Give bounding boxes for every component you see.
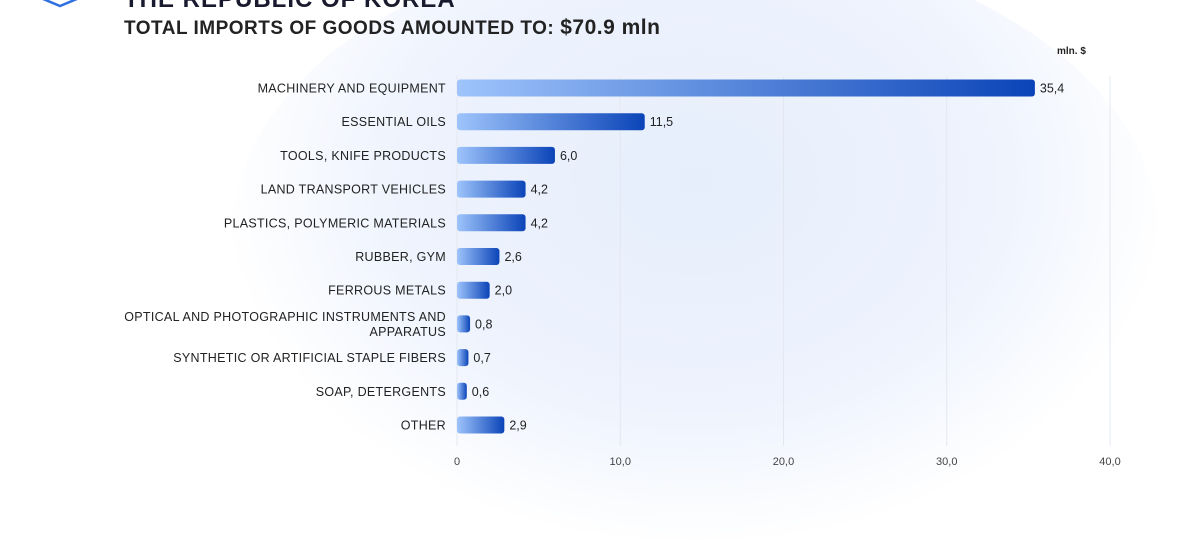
bar: [457, 214, 526, 232]
value-label: 2,6: [504, 250, 521, 264]
value-label: 0,7: [473, 351, 490, 365]
category-label: OPTICAL AND PHOTOGRAPHIC INSTRUMENTS AND…: [124, 310, 446, 339]
value-label: 11,5: [650, 115, 673, 129]
category-label-line: ESSENTIAL OILS: [342, 115, 446, 129]
category-label: RUBBER, GYM: [355, 250, 446, 264]
category-label: LAND TRANSPORT VEHICLES: [261, 183, 446, 197]
category-label-line: OPTICAL AND PHOTOGRAPHIC INSTRUMENTS AND: [124, 310, 446, 324]
category-label-line: RUBBER, GYM: [355, 250, 446, 264]
x-tick-label: 30,0: [936, 456, 957, 468]
value-label: 4,2: [531, 216, 548, 230]
category-label: SOAP, DETERGENTS: [316, 385, 446, 399]
category-label: OTHER: [401, 419, 446, 433]
bar-chart: MACHINERY AND EQUIPMENT ESSENTIAL OILS TOO…: [124, 76, 1121, 468]
category-labels: MACHINERY AND EQUIPMENT ESSENTIAL OILS TOO…: [124, 82, 446, 433]
x-tick-label: 0: [454, 456, 460, 468]
bar: [457, 281, 490, 299]
category-label-line: APPARATUS: [369, 325, 446, 339]
bar: [457, 416, 505, 434]
category-label-line: FERROUS METALS: [328, 284, 446, 298]
x-tick-label: 10,0: [610, 456, 631, 468]
category-label: SYNTHETIC OR ARTIFICIAL STAPLE FIBERS: [173, 351, 446, 365]
page-title: THE REPUBLIC OF KOREA: [124, 0, 456, 14]
value-label: 2,9: [509, 419, 526, 433]
value-label: 2,0: [495, 284, 512, 298]
bar: [457, 248, 500, 265]
value-labels: 35,4 11,5 6,0 4,2 4,2 2,6 2,0 0,8 0,7 0,6 2,9: [472, 82, 1064, 433]
x-tick-label: 40,0: [1099, 456, 1120, 468]
logo-icon: [42, 0, 78, 8]
value-label: 6,0: [560, 149, 577, 163]
value-label: 35,4: [1040, 82, 1064, 96]
category-label-line: TOOLS, KNIFE PRODUCTS: [280, 149, 446, 163]
bar: [457, 146, 555, 164]
chart-subtitle: TOTAL IMPORTS OF GOODS AMOUNTED TO: $70.9…: [124, 16, 660, 40]
category-label-line: SYNTHETIC OR ARTIFICIAL STAPLE FIBERS: [173, 351, 446, 365]
bar: [457, 382, 467, 400]
x-axis-ticks: 0 10,0 20,0 30,0 40,0: [454, 456, 1121, 468]
bar: [457, 180, 526, 198]
value-label: 0,8: [475, 317, 492, 331]
bar: [457, 79, 1035, 97]
category-label-line: SOAP, DETERGENTS: [316, 385, 446, 399]
grid-lines: [456, 76, 1111, 446]
category-label: ESSENTIAL OILS: [342, 115, 446, 129]
unit-label: mln. $: [1057, 46, 1086, 57]
category-label: TOOLS, KNIFE PRODUCTS: [280, 149, 446, 163]
category-label-line: MACHINERY AND EQUIPMENT: [258, 82, 446, 96]
value-label: 4,2: [531, 183, 548, 197]
subtitle-text: TOTAL IMPORTS OF GOODS AMOUNTED TO:: [124, 18, 555, 39]
bars: [457, 79, 1035, 434]
category-label-line: LAND TRANSPORT VEHICLES: [261, 183, 446, 197]
x-tick-label: 20,0: [773, 456, 794, 468]
category-label-line: OTHER: [401, 419, 446, 433]
total-amount: $70.9 mln: [560, 16, 661, 39]
value-label: 0,6: [472, 385, 489, 399]
category-label: FERROUS METALS: [328, 284, 446, 298]
category-label: PLASTICS, POLYMERIC MATERIALS: [224, 216, 446, 230]
bar: [457, 349, 469, 367]
bar: [457, 113, 645, 131]
bar: [457, 315, 471, 333]
category-label-line: PLASTICS, POLYMERIC MATERIALS: [224, 216, 446, 230]
category-label: MACHINERY AND EQUIPMENT: [258, 82, 446, 96]
